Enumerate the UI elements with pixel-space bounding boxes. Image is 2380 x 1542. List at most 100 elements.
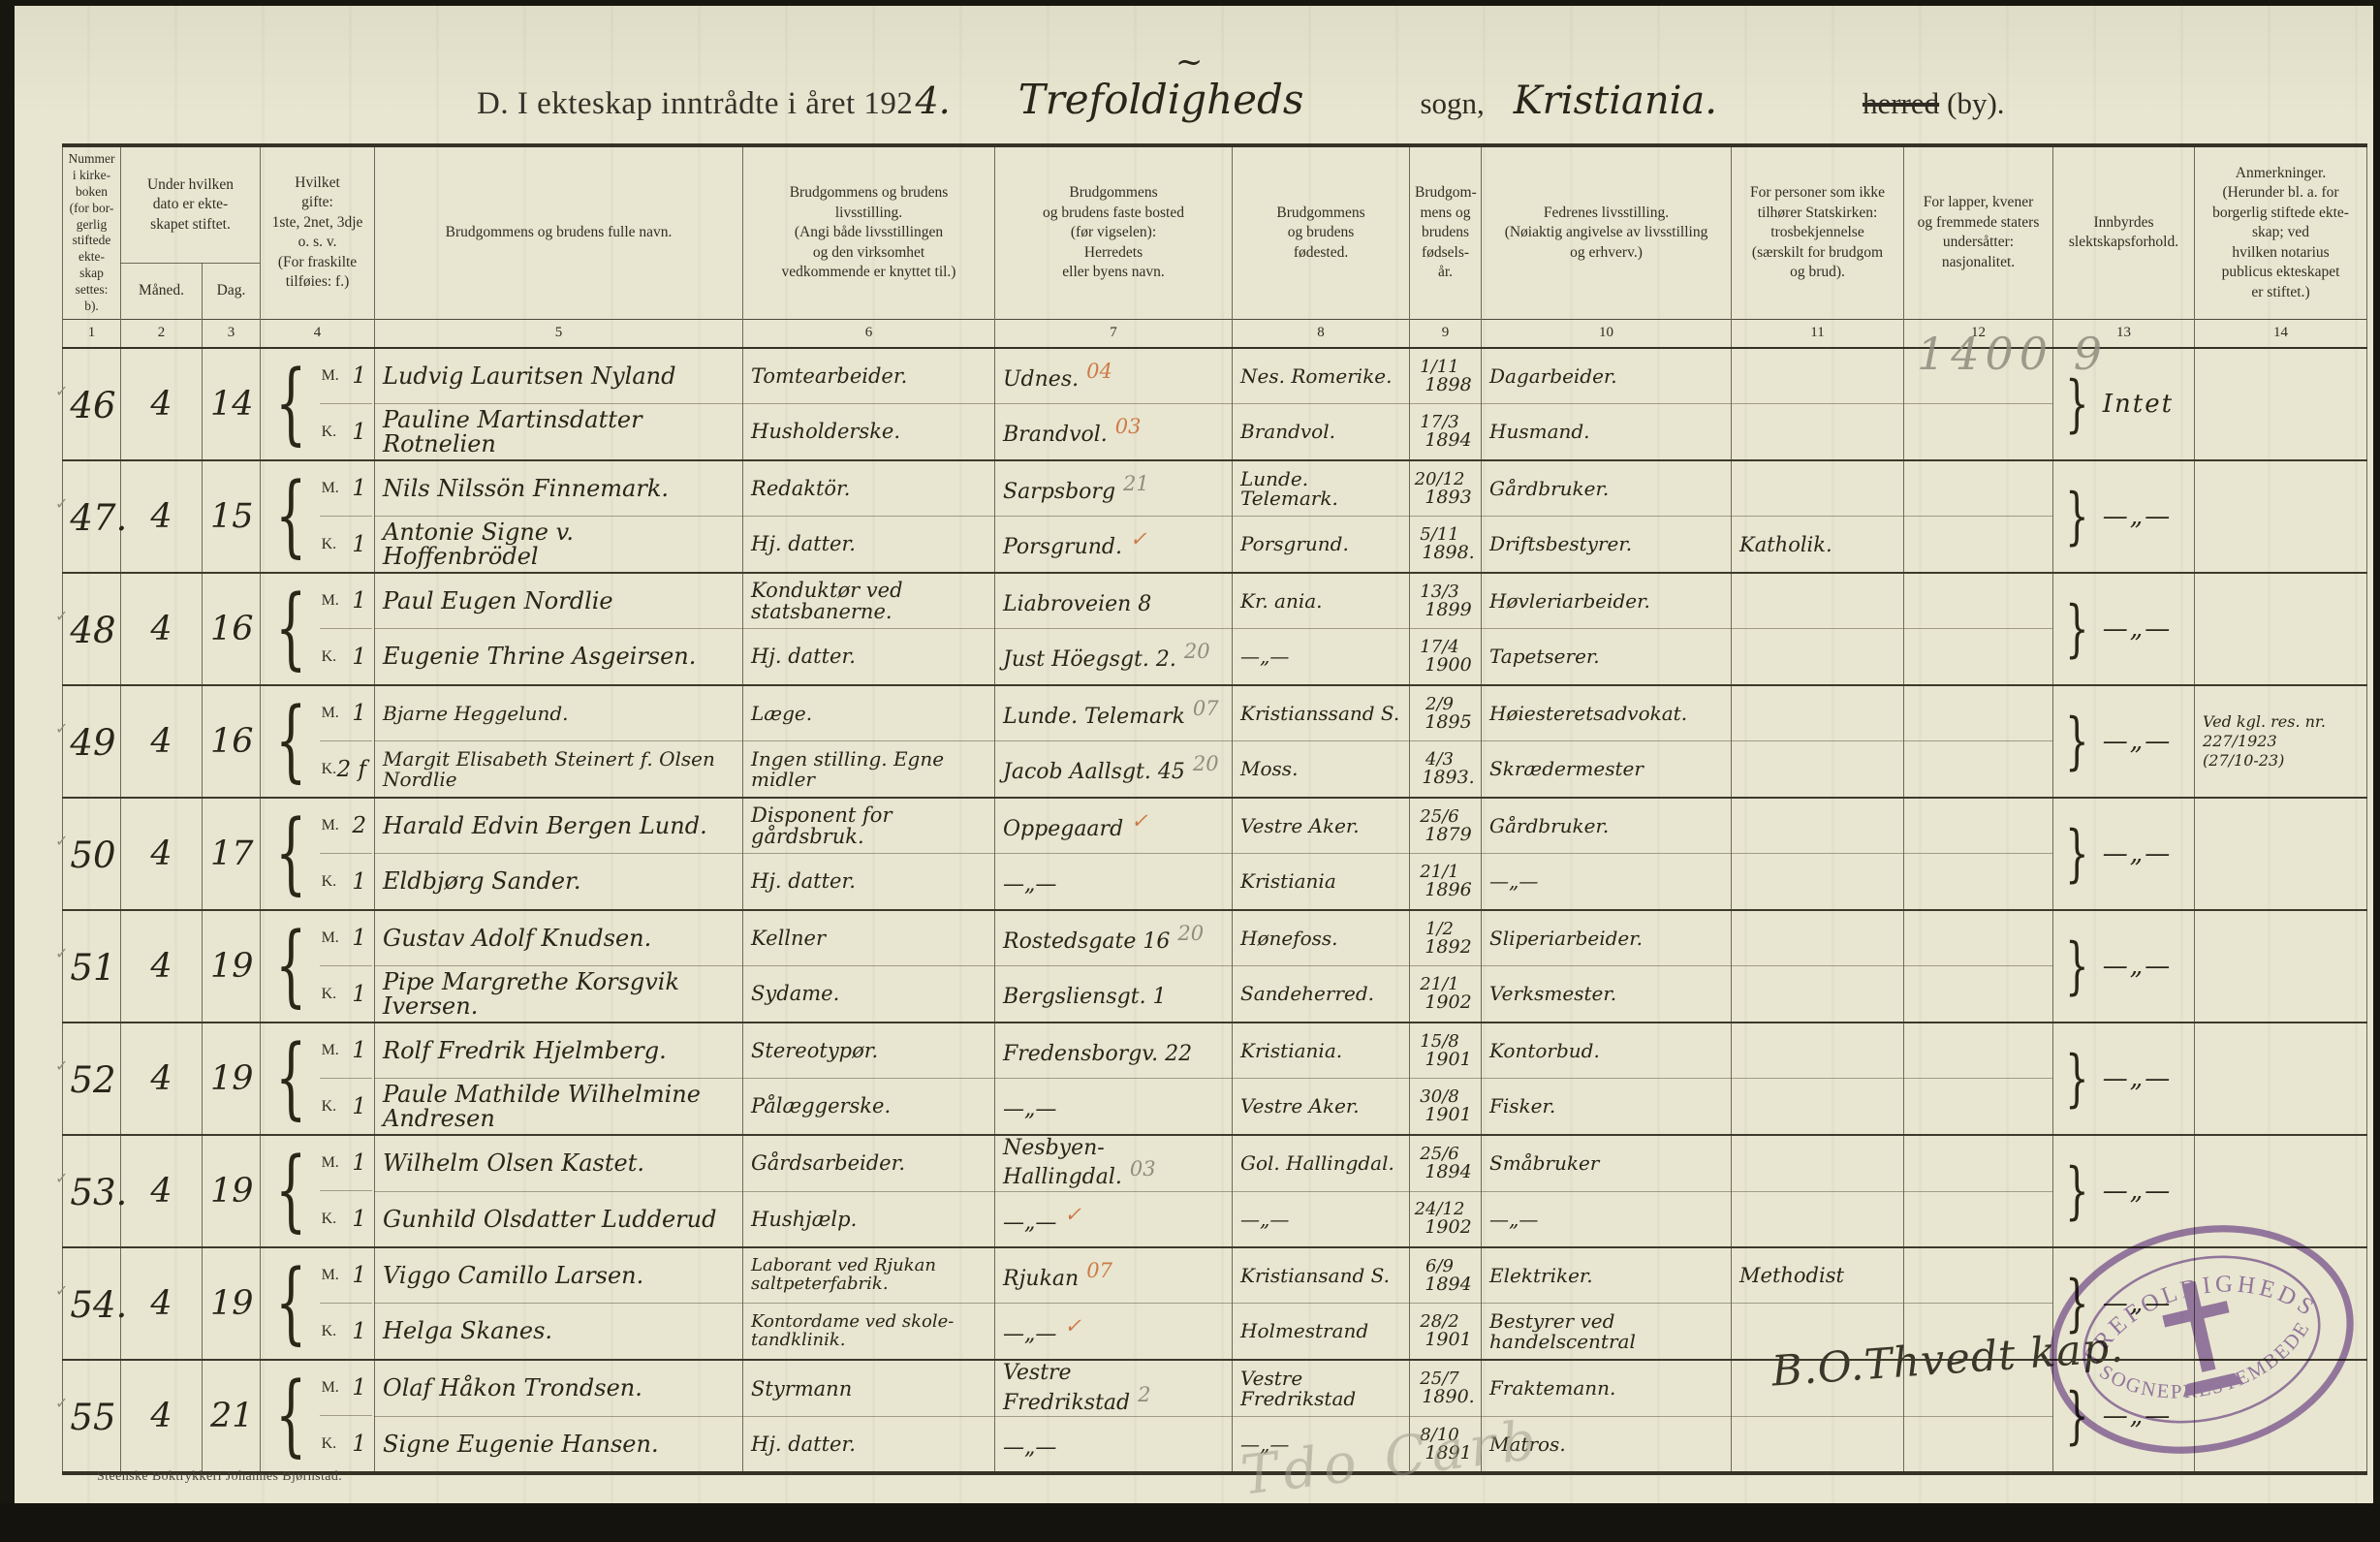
cell-gifte: {M. 1 K. 1 bbox=[260, 1246, 376, 1360]
brace-icon: { bbox=[275, 576, 307, 680]
column-header-fathers: Fedrenes livsstilling. (Nøiaktig angivel… bbox=[1481, 145, 1733, 320]
cell-day: 16 bbox=[201, 572, 262, 685]
cell-groom-name: Nils Nilssön Finnemark. bbox=[374, 459, 744, 518]
cell-groom-occupation: Laborant ved Rjukan saltpeterfabrik. bbox=[742, 1246, 996, 1305]
brace-icon: { bbox=[275, 1250, 307, 1355]
cell-bride-father: —„— bbox=[1481, 1191, 1733, 1247]
column-header-date-group: Under hvilken dato er ekte- skapet stift… bbox=[119, 145, 262, 264]
cell-groom-birthplace: Nes. Romerike. bbox=[1232, 347, 1411, 405]
cell-groom-birthyear: 6/9 1894 bbox=[1409, 1246, 1483, 1305]
cell-bride-birthplace: Brandvol. bbox=[1232, 403, 1411, 460]
column-header-number: Nummer i kirke- boken (for bor- gerlig s… bbox=[62, 145, 121, 320]
closing-brace-icon: } bbox=[2065, 705, 2089, 777]
closing-brace-icon: } bbox=[2065, 592, 2089, 665]
title-sogn-label: sogn, bbox=[1420, 86, 1485, 120]
cell-bride-name: Pauline Martinsdatter Rotnelien bbox=[374, 403, 744, 460]
entry-number: 53. bbox=[70, 1171, 128, 1213]
cell-bride-birthplace: —„— bbox=[1232, 1191, 1411, 1247]
cell-groom-name: Harald Edvin Bergen Lund. bbox=[374, 797, 744, 855]
cell-remarks bbox=[2194, 459, 2368, 573]
cell-month: 4 bbox=[120, 797, 203, 910]
cell-kinship: } —„— bbox=[2052, 1022, 2196, 1135]
entry-number: 52 bbox=[70, 1058, 116, 1101]
closing-brace-icon: } bbox=[2065, 480, 2089, 552]
closing-brace-icon: } bbox=[2065, 817, 2089, 890]
cell-remarks bbox=[2194, 797, 2368, 910]
cell-groom-nationality bbox=[1903, 684, 2054, 742]
cell-groom-residence: Udnes. 04 bbox=[994, 347, 1234, 405]
cell-bride-occupation: Ingen stilling. Egne midler bbox=[742, 740, 996, 798]
cell-groom-occupation: Konduktør ved statsbanerne. bbox=[742, 572, 996, 630]
cell-groom-father: Gårdbruker. bbox=[1481, 459, 1733, 518]
cell-groom-birthplace: Lunde. Telemark. bbox=[1232, 459, 1411, 518]
cell-day: 15 bbox=[201, 459, 262, 573]
cell-remarks bbox=[2194, 572, 2368, 685]
check-icon: ✓ bbox=[55, 608, 69, 625]
margin-code: ✓ bbox=[1064, 1314, 1082, 1338]
cell-groom-birthplace: Kr. ania. bbox=[1232, 572, 1411, 630]
cell-entry-number: ✓53. bbox=[55, 1134, 127, 1247]
cell-groom-father: Gårdbruker. bbox=[1481, 797, 1733, 855]
cell-groom-father: Høiesteretsadvokat. bbox=[1481, 684, 1733, 742]
scan-edge-right bbox=[2373, 0, 2380, 1542]
cell-bride-faith bbox=[1731, 628, 1905, 685]
groom-gifte: M. 2 bbox=[319, 799, 373, 855]
cell-groom-birthplace: Kristiansand S. bbox=[1232, 1246, 1411, 1305]
cell-bride-name: Pipe Margrethe Korsgvik Iversen. bbox=[374, 965, 744, 1023]
cell-bride-nationality bbox=[1903, 965, 2054, 1023]
cell-bride-father: Fisker. bbox=[1481, 1078, 1733, 1135]
cell-month: 4 bbox=[120, 1022, 203, 1135]
check-icon: ✓ bbox=[55, 495, 69, 513]
cell-day: 19 bbox=[201, 1246, 262, 1360]
cell-bride-birthyear: 5/11 1898. bbox=[1409, 516, 1483, 573]
cell-day: 19 bbox=[201, 909, 262, 1023]
cell-gifte: {M. 1 K. 1 bbox=[260, 909, 376, 1023]
cell-groom-name: Bjarne Heggelund. bbox=[374, 684, 744, 742]
cell-groom-faith bbox=[1731, 797, 1905, 855]
cell-groom-faith: Methodist bbox=[1731, 1246, 1905, 1305]
cell-entry-number: ✓52 bbox=[55, 1022, 121, 1135]
groom-row: ✓55 4 21 {M. 1 K. 1 Olaf Håkon Trondsen. St… bbox=[55, 1359, 2368, 1473]
cell-bride-birthyear: 21/1 1896 bbox=[1409, 853, 1483, 910]
groom-gifte: M. 1 bbox=[319, 1361, 373, 1417]
brace-icon: { bbox=[275, 1025, 307, 1130]
cell-groom-residence: Fredensborgv. 22 bbox=[994, 1022, 1234, 1080]
check-icon: ✓ bbox=[55, 1170, 69, 1187]
cell-bride-birthyear: 24/12 1902 bbox=[1409, 1191, 1483, 1247]
cell-bride-name: Eugenie Thrine Asgeirsen. bbox=[374, 628, 744, 685]
check-icon: ✓ bbox=[55, 720, 69, 738]
bride-gifte: K. 1 bbox=[321, 419, 367, 445]
brace-icon: { bbox=[275, 463, 307, 568]
bride-gifte: K. 1 bbox=[321, 1431, 367, 1457]
cell-kinship: } —„— bbox=[2052, 459, 2196, 573]
cell-bride-name: Antonie Signe v. Hoffenbrödel bbox=[374, 516, 744, 573]
cell-bride-occupation: Hj. datter. bbox=[742, 853, 996, 910]
brace-icon: { bbox=[275, 688, 307, 793]
cell-month: 4 bbox=[120, 347, 203, 460]
cell-groom-faith bbox=[1731, 1359, 1905, 1418]
register-entry: ✓48 4 16 {M. 1 K. 1 Paul Eugen Nordlie Kond… bbox=[55, 572, 2368, 685]
cell-remarks bbox=[2194, 1022, 2368, 1135]
bride-gifte: K. 1 bbox=[321, 1206, 367, 1232]
cell-bride-birthplace: —„— bbox=[1232, 628, 1411, 685]
cell-groom-residence: Nesbyen-Hallingdal. 03 bbox=[994, 1134, 1234, 1192]
cell-groom-residence: Vestre Fredrikstad 2 bbox=[994, 1359, 1234, 1418]
cell-bride-occupation: Hj. datter. bbox=[742, 628, 996, 685]
cell-groom-occupation: Gårdsarbeider. bbox=[742, 1134, 996, 1192]
cell-day: 19 bbox=[201, 1022, 262, 1135]
tilde-mark: ~ bbox=[1174, 43, 1204, 81]
cell-groom-birthyear: 25/6 1894 bbox=[1409, 1134, 1483, 1192]
cell-entry-number: ✓55 bbox=[55, 1359, 121, 1473]
register-entry: ✓47. 4 15 {M. 1 K. 1 Nils Nilssön Finnemark… bbox=[55, 459, 2368, 573]
margin-code: 20 bbox=[1183, 640, 1210, 664]
margin-code: 04 bbox=[1086, 359, 1112, 383]
cell-groom-birthplace: Kristiania. bbox=[1232, 1022, 1411, 1080]
cell-kinship: } —„— bbox=[2052, 572, 2196, 685]
title-herred-struck: herred bbox=[1862, 86, 1940, 120]
register-entry: ✓51 4 19 {M. 1 K. 1 Gustav Adolf Knudsen. K… bbox=[55, 909, 2368, 1023]
check-icon: ✓ bbox=[55, 383, 69, 400]
cross-icon bbox=[2162, 1280, 2230, 1372]
cell-groom-nationality bbox=[1903, 909, 2054, 967]
cell-month: 4 bbox=[120, 909, 203, 1023]
cell-bride-father: Bestyrer ved handelscentral bbox=[1481, 1303, 1733, 1360]
